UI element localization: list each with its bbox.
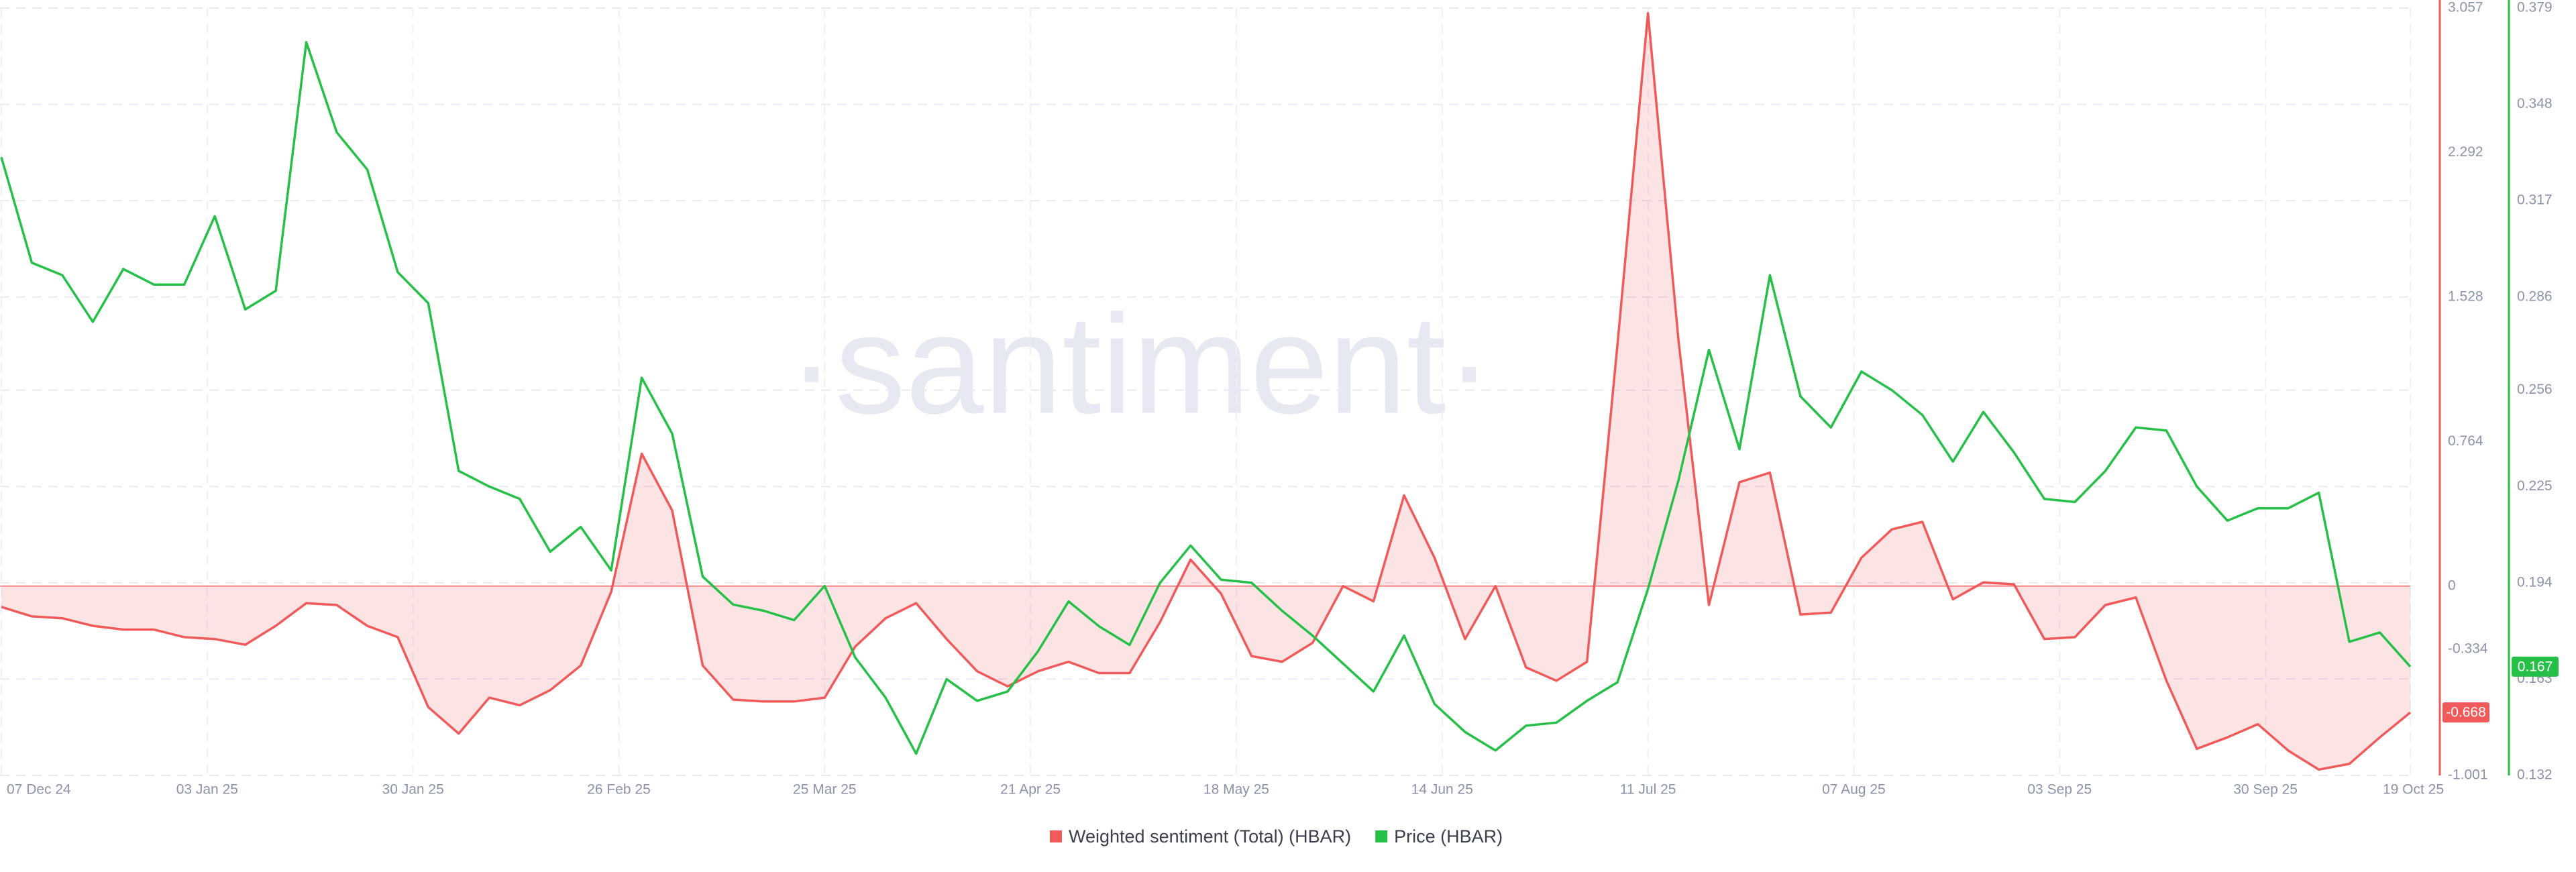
y-tick-label: -1.001 xyxy=(2448,767,2488,783)
legend-label: Price (HBAR) xyxy=(1394,826,1503,847)
x-tick-label: 26 Feb 25 xyxy=(587,782,651,798)
x-tick-label: 30 Jan 25 xyxy=(382,782,444,798)
x-tick-label: 07 Dec 24 xyxy=(7,782,71,798)
x-tick-label: 30 Sep 25 xyxy=(2233,782,2298,798)
value-label: 0.167 xyxy=(2518,659,2553,674)
y2-tick-label: 0.256 xyxy=(2517,382,2553,397)
y2-tick-label: 0.348 xyxy=(2517,96,2553,111)
x-tick-label: 14 Jun 25 xyxy=(1411,782,1473,798)
x-tick-label: 21 Apr 25 xyxy=(1000,782,1061,798)
y2-tick-label: 0.286 xyxy=(2517,288,2553,304)
value-badge xyxy=(2512,656,2559,677)
x-tick-label: 07 Aug 25 xyxy=(1822,782,1886,798)
legend-swatch xyxy=(1050,830,1062,842)
y-tick-label: 2.292 xyxy=(2448,144,2483,160)
y2-tick-label: 0.317 xyxy=(2517,193,2553,208)
series-line xyxy=(1,11,2412,771)
y-tick-label: 1.528 xyxy=(2448,289,2483,305)
value-badge xyxy=(2443,702,2489,723)
y-tick-label: 0 xyxy=(2448,578,2456,593)
x-tick-label: 25 Mar 25 xyxy=(793,782,857,798)
value-label: -0.668 xyxy=(2446,705,2486,720)
x-tick-label: 03 Sep 25 xyxy=(2027,782,2092,798)
y2-tick-label: 0.225 xyxy=(2517,478,2553,494)
x-tick-label: 11 Jul 25 xyxy=(1620,782,1676,798)
x-tick-label: 18 May 25 xyxy=(1203,782,1269,798)
series-line xyxy=(0,41,2412,755)
y-tick-label: -0.334 xyxy=(2448,641,2488,657)
x-tick-label: 19 Oct 25 xyxy=(2383,782,2444,798)
legend-label: Weighted sentiment (Total) (HBAR) xyxy=(1069,826,1351,847)
y2-tick-label: 0.194 xyxy=(2517,574,2553,590)
legend-swatch xyxy=(1375,830,1388,842)
y-tick-label: 3.057 xyxy=(2448,0,2483,15)
watermark: ·santiment· xyxy=(788,285,1493,443)
y2-tick-label: 0.132 xyxy=(2517,767,2553,783)
x-tick-label: 03 Jan 25 xyxy=(176,782,238,798)
y2-tick-label: 0.379 xyxy=(2517,0,2553,15)
y-tick-label: 0.764 xyxy=(2448,433,2483,449)
